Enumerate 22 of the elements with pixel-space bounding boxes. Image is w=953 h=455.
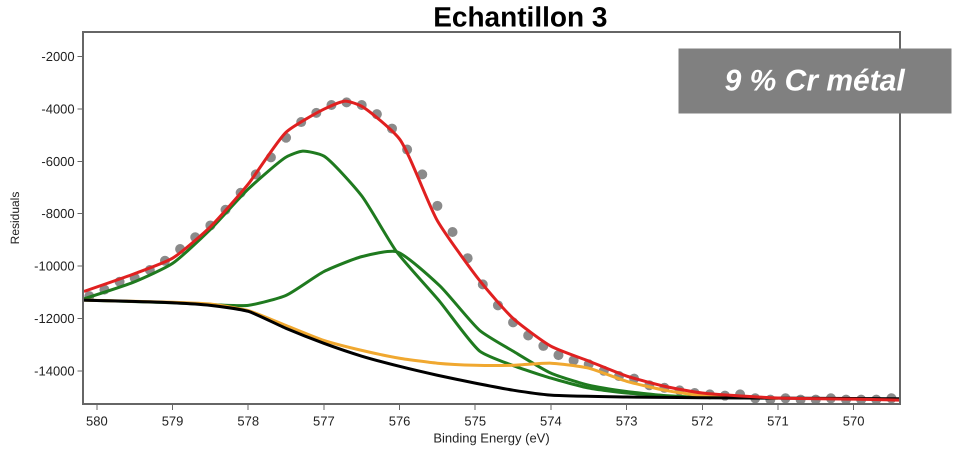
x-tick-label: 580 — [86, 413, 108, 428]
x-tick-label: 579 — [162, 413, 184, 428]
chart-title: Echantillon 3 — [433, 1, 608, 32]
x-axis-title: Binding Energy (eV) — [433, 430, 550, 446]
y-axis-title: Residuals — [8, 192, 22, 244]
x-tick-label: 572 — [691, 413, 714, 428]
x-tick-label: 570 — [842, 413, 864, 428]
y-tick-label: -4000 — [41, 101, 75, 116]
x-tick-label: 576 — [388, 413, 410, 428]
y-tick-label: -10000 — [34, 258, 75, 274]
x-tick-label: 574 — [540, 413, 562, 428]
y-tick-label: -8000 — [41, 206, 75, 222]
x-tick-label: 575 — [464, 413, 486, 428]
y-tick-label: -12000 — [34, 310, 75, 326]
annotation: 9 % Cr métal — [724, 64, 906, 98]
x-tick-label: 577 — [313, 413, 335, 428]
x-tick-label: 571 — [767, 413, 789, 428]
x-tick-label: 573 — [616, 413, 638, 428]
y-tick-label: -6000 — [41, 154, 75, 169]
y-tick-label: -2000 — [41, 49, 75, 64]
x-tick-label: 578 — [237, 413, 260, 428]
y-tick-label: -14000 — [34, 363, 75, 378]
